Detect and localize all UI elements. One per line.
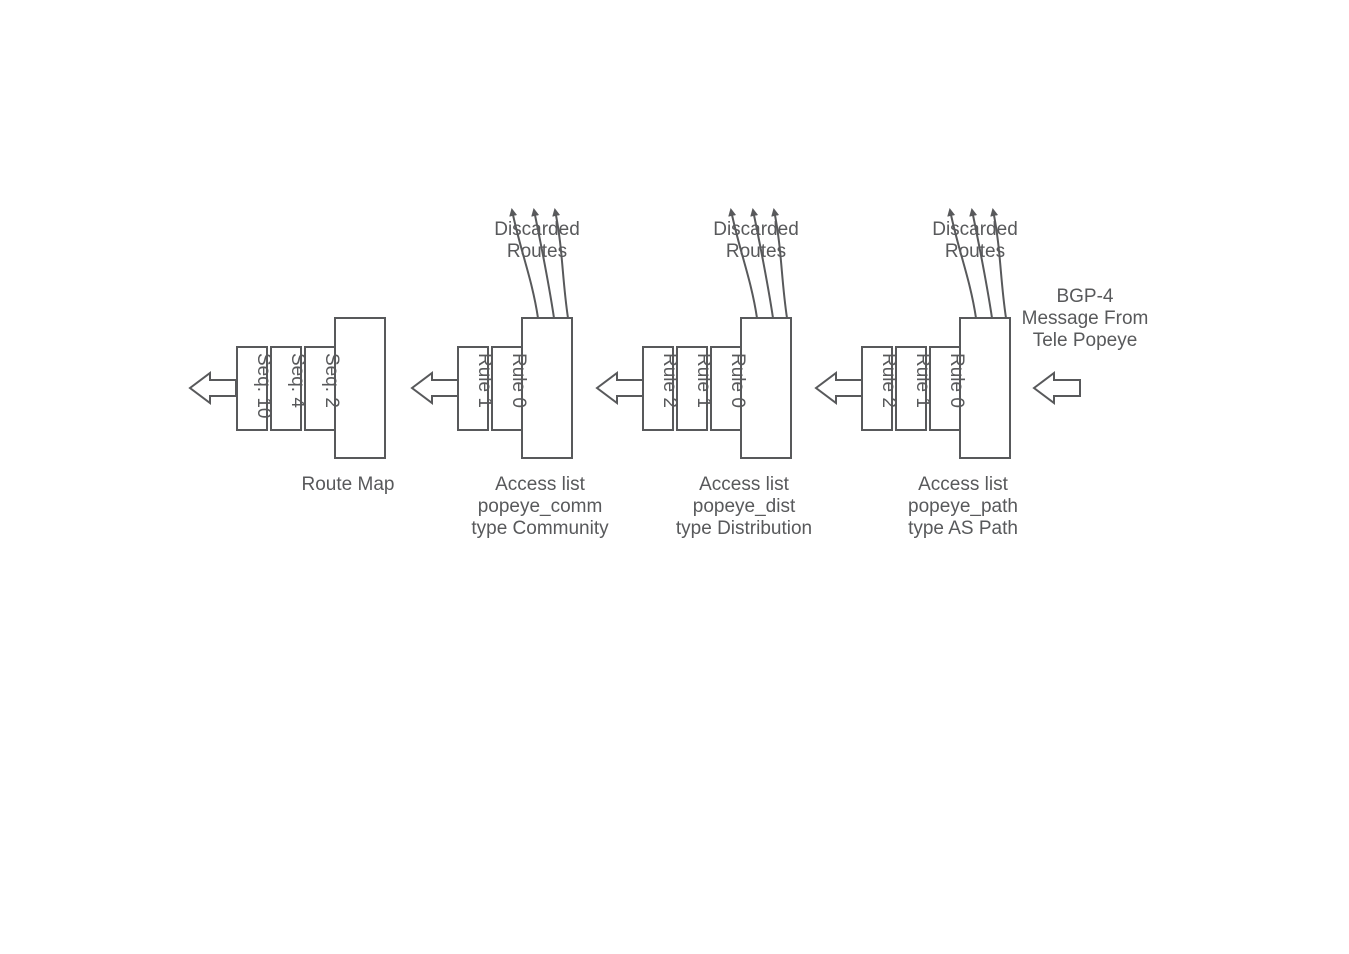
stage-comm-discard-label: DiscardedRoutes xyxy=(494,219,580,262)
bgp-filter-diagram: BGP-4Message FromTele Popeye Rule 0 Rule 1… xyxy=(0,0,1349,954)
stage-dist-caption: Access listpopeye_disttype Distribution xyxy=(676,474,812,539)
stage-comm-rule-1-label: Rule 1 xyxy=(474,353,495,408)
stage-path-rule-0-label: Rule 0 xyxy=(946,353,967,408)
stage-routemap-rule-1-label: Seq. 4 xyxy=(287,353,308,408)
stage-routemap-caption: Route Map xyxy=(302,474,395,495)
stage-dist-rule-0-label: Rule 0 xyxy=(727,353,748,408)
stage-dist-rule-2-label: Rule 2 xyxy=(659,353,680,408)
input-label: BGP-4Message FromTele Popeye xyxy=(1022,286,1149,351)
stage-routemap-rule-0-label: Seq. 2 xyxy=(321,353,342,408)
flow-arrow-after-comm xyxy=(412,373,458,403)
flow-arrow-after-dist xyxy=(597,373,643,403)
flow-arrow-after-routemap xyxy=(190,373,236,403)
stage-comm-caption: Access listpopeye_commtype Community xyxy=(471,474,609,539)
stage-path-rule-1-label: Rule 1 xyxy=(912,353,933,408)
stage-dist-discard-label: DiscardedRoutes xyxy=(713,219,799,262)
stage-path-rule-2-label: Rule 2 xyxy=(878,353,899,408)
stage-path-caption: Access listpopeye_pathtype AS Path xyxy=(908,474,1018,539)
flow-arrow-after-path xyxy=(816,373,862,403)
stage-path-discard-label: DiscardedRoutes xyxy=(932,219,1018,262)
stage-dist-rule-1-label: Rule 1 xyxy=(693,353,714,408)
stage-routemap-rule-2-label: Seq. 10 xyxy=(253,353,274,419)
stage-comm-rule-0-label: Rule 0 xyxy=(508,353,529,408)
input-flow-arrow xyxy=(1034,373,1080,403)
